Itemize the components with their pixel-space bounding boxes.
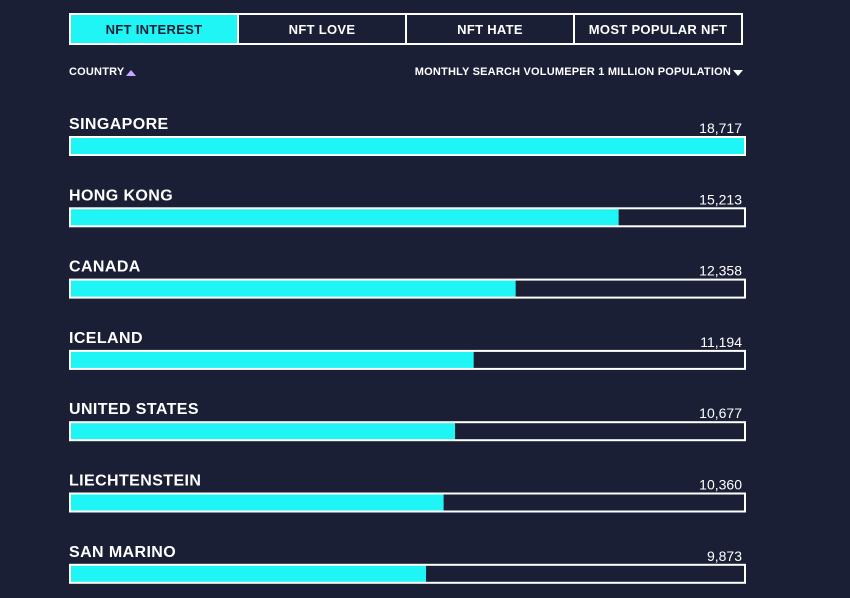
country-label: SAN MARINO <box>69 544 176 561</box>
bar-track <box>69 136 746 156</box>
bar-fill <box>70 279 516 298</box>
sort-country-label: COUNTRY <box>69 66 125 78</box>
bar-track <box>69 492 746 513</box>
bar-fill <box>70 564 427 583</box>
bar-row: LIECHTENSTEIN 10,360 <box>69 473 746 513</box>
country-label: ICELAND <box>69 330 143 347</box>
bar-fill <box>70 350 474 369</box>
value-label: 18,717 <box>699 120 742 136</box>
bar-row: HONG KONG 15,213 <box>69 187 746 228</box>
triangle-down-icon <box>733 70 743 76</box>
tab-bar: NFT INTEREST NFT LOVE NFT HATE MOST POPU… <box>69 13 743 45</box>
country-label: UNITED STATES <box>69 401 199 418</box>
bar-fill <box>70 493 444 512</box>
tab-most-popular-nft[interactable]: MOST POPULAR NFT <box>573 13 743 45</box>
value-label: 11,194 <box>700 334 742 350</box>
sort-by-search-volume[interactable]: MONTHLY SEARCH VOLUMEPER 1 MILLION POPUL… <box>415 66 743 78</box>
sort-metric-label: MONTHLY SEARCH VOLUMEPER 1 MILLION POPUL… <box>414 66 731 78</box>
bar-row: UNITED STATES 10,677 <box>69 401 746 442</box>
bar-row: SAN MARINO 9,873 <box>69 544 746 584</box>
country-label: CANADA <box>69 259 141 276</box>
value-label: 9,873 <box>707 548 742 564</box>
sort-by-country[interactable]: COUNTRY <box>69 66 137 78</box>
bar-track <box>69 421 746 442</box>
value-label: 10,360 <box>699 477 742 493</box>
country-label: HONG KONG <box>69 187 173 204</box>
bar-row: SINGAPORE 18,717 <box>69 116 746 156</box>
value-label: 15,213 <box>699 191 742 207</box>
triangle-up-icon <box>126 69 137 76</box>
country-label: LIECHTENSTEIN <box>69 473 201 490</box>
bar-row: CANADA 12,358 <box>69 259 746 299</box>
sort-header: COUNTRY MONTHLY SEARCH VOLUMEPER 1 MILLI… <box>69 66 743 82</box>
bar-track <box>69 278 746 299</box>
value-label: 12,358 <box>699 263 742 279</box>
bar-fill <box>70 208 619 227</box>
tab-nft-hate[interactable]: NFT HATE <box>405 13 575 45</box>
bar-track <box>69 349 746 370</box>
bar-track <box>69 563 746 584</box>
bar-fill <box>70 422 456 441</box>
bar-track <box>69 207 746 228</box>
bar-fill <box>70 137 745 155</box>
value-label: 10,677 <box>699 405 742 421</box>
bar-row: ICELAND 11,194 <box>69 330 746 370</box>
tab-nft-interest[interactable]: NFT INTEREST <box>69 13 239 45</box>
country-label: SINGAPORE <box>69 116 169 133</box>
